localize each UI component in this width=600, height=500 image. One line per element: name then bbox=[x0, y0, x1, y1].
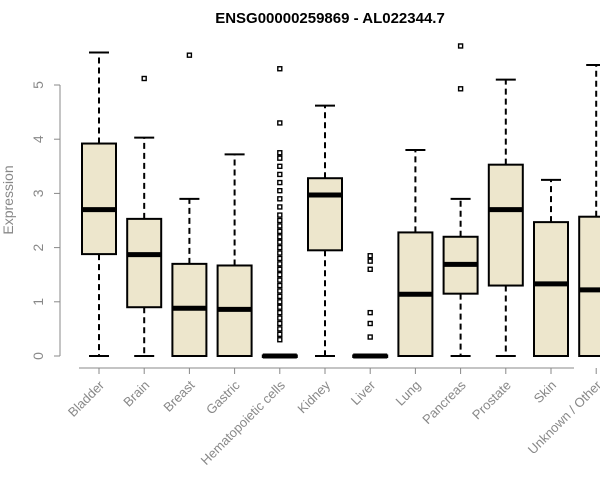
outlier-point bbox=[277, 250, 283, 256]
x-tick-label: Gastric bbox=[203, 377, 243, 417]
x-tick-label: Lung bbox=[392, 378, 423, 409]
outlier-point bbox=[277, 163, 283, 170]
outlier-point bbox=[277, 217, 283, 224]
y-tick-label: 3 bbox=[30, 189, 46, 197]
box-group bbox=[352, 253, 389, 359]
box-group bbox=[261, 66, 298, 359]
outlier-point bbox=[277, 228, 283, 235]
box-group bbox=[171, 52, 208, 357]
outlier-point bbox=[277, 150, 283, 156]
box-group bbox=[533, 178, 569, 357]
outlier-point bbox=[367, 258, 373, 264]
iqr-box bbox=[533, 221, 569, 357]
outlier-point bbox=[277, 171, 283, 178]
outlier-point bbox=[277, 320, 283, 327]
iqr-box bbox=[81, 142, 117, 256]
x-tick-label: Pancreas bbox=[419, 377, 469, 427]
outlier-point bbox=[367, 320, 373, 327]
outlier-point bbox=[277, 187, 283, 194]
iqr-box bbox=[307, 177, 343, 252]
box-group bbox=[126, 75, 163, 357]
outlier-point bbox=[277, 239, 283, 245]
outlier-point bbox=[277, 196, 283, 202]
outlier-point bbox=[277, 244, 283, 251]
outlier-point bbox=[277, 272, 283, 278]
chart-title: ENSG00000259869 - AL022344.7 bbox=[215, 10, 445, 27]
outlier-point bbox=[457, 43, 464, 49]
x-tick-label: Brain bbox=[120, 378, 152, 410]
y-axis-label: Expression bbox=[0, 165, 16, 234]
outlier-point bbox=[367, 253, 373, 259]
box-group bbox=[216, 153, 253, 357]
y-ticks: 0 1 2 3 4 5 bbox=[30, 81, 60, 360]
x-tick-label: Bladder bbox=[65, 377, 108, 420]
box-group bbox=[442, 43, 479, 357]
outlier-point bbox=[277, 155, 283, 161]
boxes-layer bbox=[81, 43, 600, 359]
outlier-point bbox=[457, 86, 464, 92]
outlier-point bbox=[277, 315, 283, 321]
box-group bbox=[81, 51, 117, 357]
outlier-point bbox=[277, 120, 283, 126]
outlier-point bbox=[277, 299, 283, 305]
x-tick-label: Skin bbox=[531, 378, 559, 406]
iqr-box bbox=[487, 163, 524, 287]
x-tick-label: Prostate bbox=[469, 378, 514, 423]
y-tick-label: 0 bbox=[30, 352, 46, 360]
outlier-point bbox=[277, 293, 283, 300]
box-group bbox=[307, 104, 343, 357]
iqr-box bbox=[578, 215, 600, 357]
y-tick-label: 2 bbox=[30, 243, 46, 251]
outlier-point bbox=[277, 337, 283, 343]
outlier-point bbox=[277, 212, 283, 218]
outlier-point bbox=[277, 277, 283, 283]
outlier-point bbox=[277, 204, 283, 210]
y-tick-label: 5 bbox=[30, 81, 46, 89]
outlier-point bbox=[277, 282, 283, 289]
outlier-point bbox=[277, 255, 283, 262]
x-tick-label: Breast bbox=[160, 377, 197, 414]
outlier-point bbox=[277, 266, 283, 272]
outlier-point bbox=[277, 179, 283, 186]
outlier-point bbox=[277, 223, 283, 229]
iqr-box bbox=[126, 217, 163, 309]
x-tick-label: Hematopoietic cells bbox=[198, 377, 289, 468]
outlier-point bbox=[277, 261, 283, 267]
y-tick-label: 4 bbox=[30, 135, 46, 143]
y-tick-label: 1 bbox=[30, 298, 46, 306]
outlier-point bbox=[277, 304, 283, 310]
box-group bbox=[397, 149, 434, 357]
outlier-point bbox=[277, 234, 283, 240]
outlier-point bbox=[367, 309, 373, 316]
outlier-point bbox=[277, 326, 283, 332]
outlier-point bbox=[367, 266, 373, 272]
box-group bbox=[487, 78, 524, 357]
outlier-point bbox=[277, 331, 283, 338]
outlier-point bbox=[277, 288, 283, 294]
x-tick-label: Kidney bbox=[294, 377, 333, 416]
outlier-point bbox=[141, 75, 147, 82]
outlier-point bbox=[186, 52, 193, 58]
box-group bbox=[578, 63, 600, 357]
x-tick-label: Liver bbox=[348, 377, 379, 408]
outlier-point bbox=[367, 334, 373, 340]
outlier-point bbox=[277, 66, 283, 72]
outlier-point bbox=[277, 309, 283, 316]
